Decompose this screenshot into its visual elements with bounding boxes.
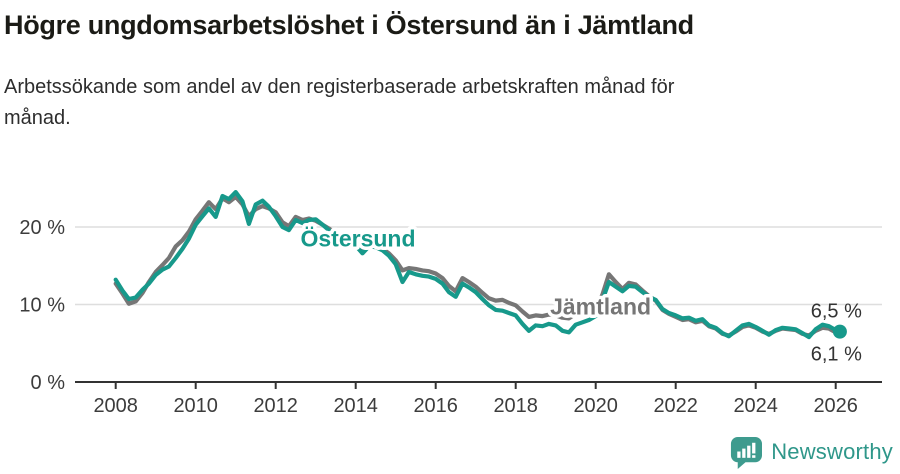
x-tick-label: 2024: [733, 395, 778, 417]
page-title: Högre ungdomsarbetslöshet i Östersund än…: [4, 10, 694, 40]
x-tick-label: 2012: [253, 395, 298, 417]
x-tick-label: 2026: [813, 395, 858, 417]
page-subtitle: Arbetssökande som andel av den registerb…: [4, 76, 675, 129]
jamtland-end-value-label: 6,1 %: [811, 344, 862, 366]
chart-svg: 0 % 10 % 20 % 2008 2010 2012 2014 2016 2018 2020 2…: [19, 190, 882, 417]
series-label-ostersund: Östersund: [301, 225, 416, 251]
x-tick-label: 2008: [93, 395, 138, 417]
x-tick-label: 2016: [413, 395, 458, 417]
x-tick-label: 2020: [573, 395, 618, 417]
x-tick-label: 2022: [653, 395, 698, 417]
newsworthy-logo-icon: [731, 436, 763, 469]
ostersund-end-value-label: 6,5 %: [811, 301, 862, 323]
series-label-jamtland: Jämtland: [550, 294, 651, 320]
jamtland-line: [113, 194, 841, 338]
y-tick-label: 20 %: [19, 217, 65, 239]
ostersund-end-dot: [832, 324, 847, 339]
chart: 0 % 10 % 20 % 2008 2010 2012 2014 2016 2018 2020 2…: [0, 150, 900, 422]
x-tick-label: 2018: [493, 395, 538, 417]
y-tick-label: 0 %: [31, 372, 66, 394]
x-tick-label: 2014: [333, 395, 378, 417]
footer-branding: Newsworthy: [729, 435, 893, 469]
brand-name: Newsworthy: [771, 439, 893, 464]
ostersund-line: [113, 190, 841, 340]
y-tick-label: 10 %: [19, 295, 65, 317]
x-tick-label: 2010: [173, 395, 218, 417]
